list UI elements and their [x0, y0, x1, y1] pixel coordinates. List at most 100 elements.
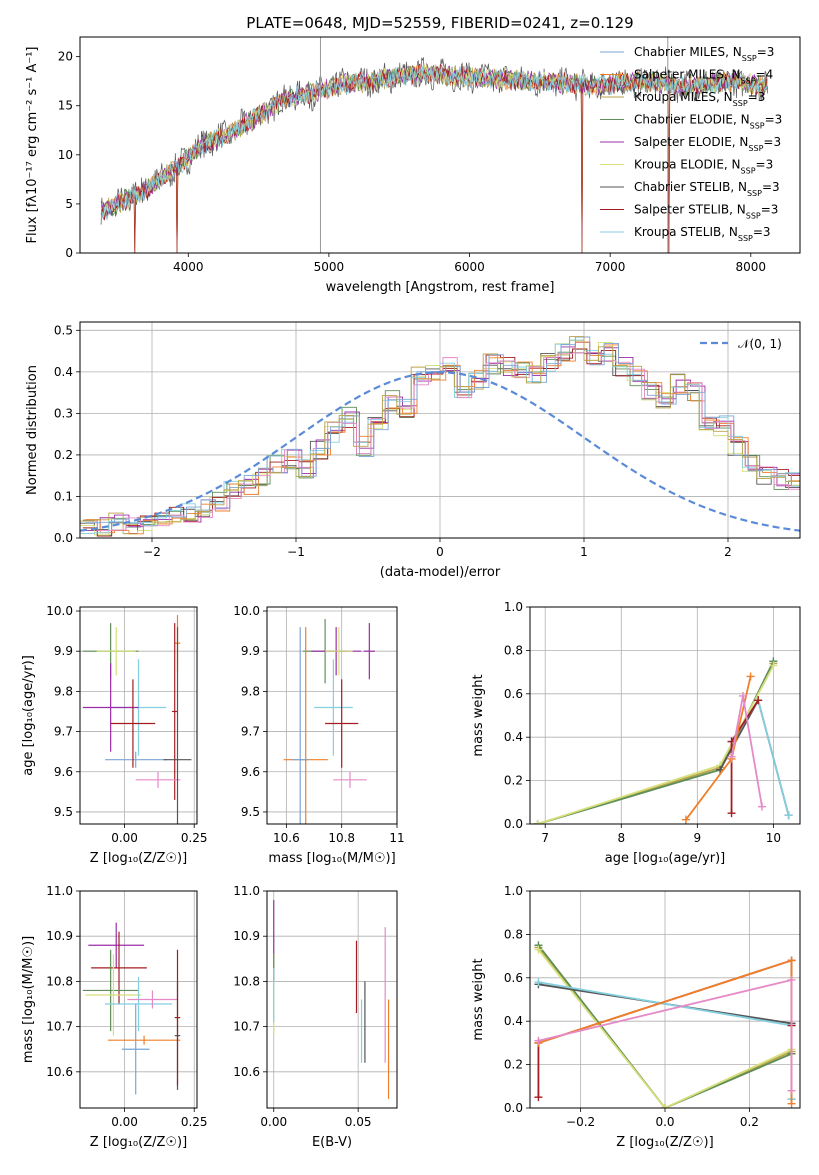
- y-tick-label: 0.0: [504, 817, 523, 831]
- y-tick-label: 0.8: [504, 927, 523, 941]
- spectrum-plot-area: [100, 37, 769, 253]
- y-tick-label: 10.7: [233, 1020, 260, 1034]
- legend-entry: Salpeter MILES, NSSP=4: [634, 68, 773, 86]
- y-tick-label: 0: [65, 246, 73, 260]
- y-tick-label: 0.8: [504, 643, 523, 657]
- y-tick-label: 9.8: [54, 684, 73, 698]
- legend-entry: Kroupa STELIB, NSSP=3: [634, 225, 771, 243]
- legend-entry: Chabrier MILES, NSSP=3: [634, 45, 774, 63]
- weight-marker: [534, 1093, 543, 1102]
- mass_vs_ebv-plot-area: [273, 900, 390, 1099]
- axes-frame: [79, 36, 801, 254]
- y-tick-label: 10.7: [46, 1020, 73, 1034]
- weight-marker: [534, 978, 543, 987]
- x-tick-label: 11: [389, 831, 404, 845]
- legend-subscript: SSP: [742, 54, 757, 63]
- y-tick-label: 0.3: [54, 406, 73, 420]
- weight_vs_age-plot-area: [533, 657, 793, 824]
- y-tick-label: 10.9: [233, 929, 260, 943]
- x-tick-label: 0.00: [260, 1115, 287, 1129]
- weight-marker: [784, 811, 793, 820]
- residuals-panel: −2 −1 0 1 2 0.0 0.1 0.2 0.3 0.4 0.5 (data-model)/er…: [25, 321, 801, 580]
- residuals-legend: 𝒩(0, 1): [700, 337, 782, 351]
- y-tick-label: 0.4: [54, 365, 73, 379]
- histogram-6: [80, 339, 800, 535]
- legend-subscript: SSP: [746, 211, 761, 220]
- x-tick-label: −0.2: [566, 1115, 595, 1129]
- x-tick-label: 4000: [173, 260, 204, 274]
- y-tick-label: 9.9: [54, 644, 73, 658]
- legend-subscript: SSP: [733, 99, 748, 108]
- y-tick-label: 0.6: [504, 971, 523, 985]
- x-axis-label: Z [log₁₀(Z/Z☉)]: [90, 851, 187, 866]
- weight_vs_age-panel: 7 8 9 10 0.0 0.2 0.4 0.6 0.8 1.0 age [log₁₀(age/yr…: [471, 600, 801, 866]
- y-tick-label: 9.5: [54, 805, 73, 819]
- axes-frame: [79, 890, 198, 1109]
- y-axis-label: mass weight: [471, 958, 486, 1040]
- y-axis-label: Flux [fλ10⁻¹⁷ erg cm⁻² s⁻¹ A⁻¹]: [25, 47, 40, 244]
- weight-marker: [534, 945, 543, 954]
- y-tick-label: 10.9: [46, 929, 73, 943]
- figure-title: PLATE=0648, MJD=52559, FIBERID=0241, z=0…: [246, 14, 633, 32]
- y-tick-label: 9.9: [241, 644, 260, 658]
- x-tick-label: 8000: [736, 260, 767, 274]
- mass_vs_Z-panel: 0.00 0.25 10.6 10.7 10.8 10.9 11.0 Z [log₁₀(Z/Z…: [21, 884, 208, 1150]
- x-axis-label: mass [log₁₀(M/M☉)]: [268, 851, 395, 866]
- weight_vs_Z-panel: −0.2 0.0 0.2 0.0 0.2 0.4 0.6 0.8 1.0 Z [log₁₀(Z/Z…: [471, 884, 801, 1150]
- weight-marker: [746, 672, 755, 681]
- spectrum-panel: 4000 5000 6000 7000 8000 0 5 10 15 20 wavelength […: [25, 36, 801, 295]
- y-tick-label: 10.8: [233, 974, 260, 988]
- x-tick-label: 0: [436, 545, 444, 559]
- x-tick-label: 1: [580, 545, 588, 559]
- x-tick-label: 0.25: [181, 831, 208, 845]
- y-tick-label: 10.0: [46, 604, 73, 618]
- y-tick-label: 1.0: [504, 884, 523, 898]
- x-tick-label: 7: [541, 831, 549, 845]
- y-tick-label: 11.0: [233, 884, 260, 898]
- histogram-8: [85, 336, 800, 527]
- weight-line-2: [537, 949, 792, 1108]
- x-tick-label: 0.25: [181, 1115, 208, 1129]
- x-tick-label: 10: [766, 831, 781, 845]
- y-tick-label: 10.8: [46, 974, 73, 988]
- x-tick-label: −2: [143, 545, 161, 559]
- weight-marker: [661, 1104, 669, 1108]
- y-tick-label: 9.5: [241, 805, 260, 819]
- axes-frame: [266, 890, 398, 1109]
- y-tick-label: 5: [65, 197, 73, 211]
- weight-line-1: [537, 944, 792, 1108]
- y-tick-label: 10.0: [233, 604, 260, 618]
- legend-entry: 𝒩(0, 1): [738, 337, 782, 351]
- axes-frame: [529, 890, 801, 1109]
- legend-entry: Chabrier STELIB, NSSP=3: [634, 180, 780, 198]
- weight-marker: [534, 1036, 543, 1045]
- weight-line-0: [537, 663, 775, 824]
- legend-subscript: SSP: [738, 234, 753, 243]
- weight-marker: [727, 752, 736, 761]
- legend-entry: Salpeter ELODIE, NSSP=3: [634, 135, 781, 153]
- x-tick-label: 10.6: [273, 831, 300, 845]
- x-tick-label: 0.0: [655, 1115, 674, 1129]
- y-tick-label: 0.4: [504, 730, 523, 744]
- mass_vs_Z-plot-area: [82, 922, 181, 1095]
- x-tick-label: 7000: [595, 260, 626, 274]
- legend-entry: Salpeter STELIB, NSSP=3: [634, 203, 778, 221]
- histogram-0: [80, 352, 800, 535]
- y-tick-label: 15: [58, 99, 73, 113]
- y-tick-label: 0.2: [504, 1058, 523, 1072]
- spectrum-legend: Chabrier MILES, NSSP=3 Salpeter MILES, NS…: [600, 45, 782, 243]
- age_vs_mass-plot-area: [283, 619, 375, 824]
- x-axis-label: (data-model)/error: [380, 565, 501, 580]
- weight-marker: [787, 1099, 796, 1108]
- y-axis-label: mass weight: [471, 674, 486, 756]
- weight_vs_Z-plot-area: [534, 941, 796, 1108]
- legend-subscript: SSP: [750, 121, 765, 130]
- x-tick-label: 0.00: [111, 831, 138, 845]
- weight-line-7: [730, 695, 763, 807]
- x-tick-label: 10.8: [328, 831, 355, 845]
- weight-marker: [787, 975, 796, 984]
- x-tick-label: 9: [694, 831, 702, 845]
- y-tick-label: 10.6: [233, 1065, 260, 1079]
- x-axis-label: E(B-V): [312, 1135, 352, 1150]
- weight-marker: [754, 696, 763, 705]
